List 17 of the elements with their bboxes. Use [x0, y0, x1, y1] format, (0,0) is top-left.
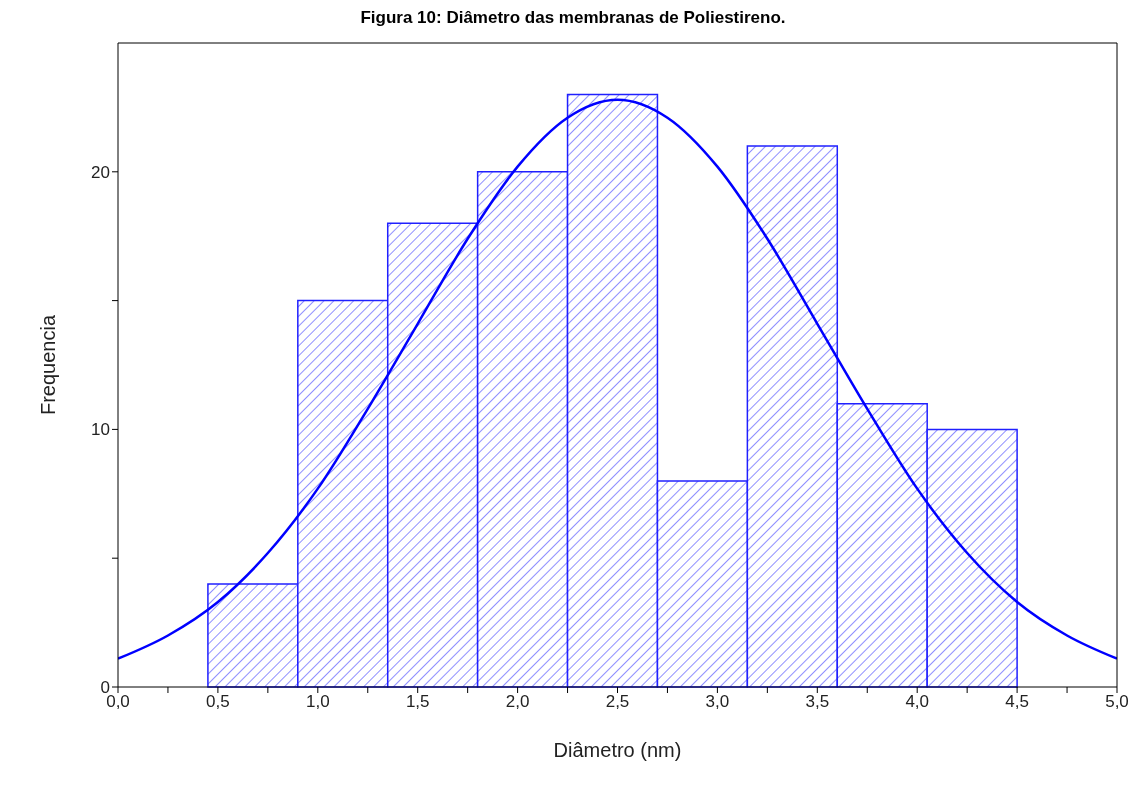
y-axis-title: Frequencia: [37, 314, 60, 416]
x-tick-label: 1,5: [405, 692, 430, 712]
chart-title: Figura 10: Diâmetro das membranas de Poliestireno.: [359, 8, 787, 29]
x-tick-label: 5,0: [1105, 692, 1129, 712]
x-tick-label: 2,5: [605, 692, 630, 712]
x-tick-label: 0,5: [206, 692, 230, 712]
x-tick-label: 3,5: [805, 692, 830, 712]
x-tick-label: 1,0: [305, 692, 330, 712]
line-series: [118, 98, 1117, 660]
x-tick-label: 4,0: [905, 692, 930, 712]
x-tick-label: 3,0: [705, 692, 730, 712]
x-axis-title: Diâmetro (nm): [553, 739, 682, 761]
x-tick-label: 4,5: [1005, 692, 1029, 712]
x-tick-label: 2,0: [505, 692, 530, 712]
y-tick-label: 10: [91, 420, 110, 440]
y-tick-label: 20: [91, 162, 110, 182]
x-tick-label: 0,0: [106, 692, 130, 712]
